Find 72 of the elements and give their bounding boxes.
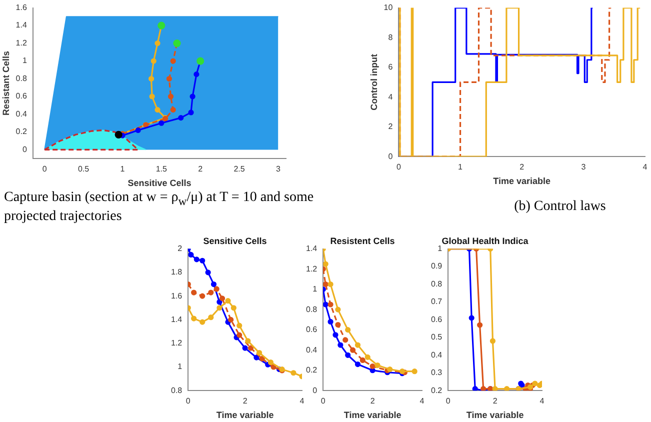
y-tick-label: 0.8 xyxy=(430,279,443,288)
x-tick-label: 4 xyxy=(300,396,305,406)
x-tick-label: 1 xyxy=(458,162,464,172)
text: Capture basin (section at w = ρ$_{w}$/μ) at T = 10 and some projected trajectories xyxy=(4,190,314,224)
y-tick-label: 2 xyxy=(178,244,183,254)
y-tick-label: 10 xyxy=(384,3,394,12)
y-tick-label: 1 xyxy=(22,56,28,66)
y-axis-title: Control input xyxy=(368,54,379,110)
y-tick-label: 1.4 xyxy=(170,314,183,324)
y-tick-label: 4 xyxy=(388,92,394,102)
y-tick-label: 1 xyxy=(438,244,443,254)
y-tick-label: 1.6 xyxy=(16,3,28,12)
y-tick-label: 1.8 xyxy=(170,268,183,277)
y-tick-label: 1.4 xyxy=(16,20,28,30)
y-tick-label: 0.8 xyxy=(306,304,318,314)
x-tick-label: 1 xyxy=(120,164,126,174)
x-tick-label: 0 xyxy=(396,162,402,172)
x-tick-label: 2 xyxy=(492,396,498,406)
x-tick-label: 0.5 xyxy=(78,164,90,174)
x-tick-label: 0 xyxy=(446,396,451,406)
y-tick-label: 1.6 xyxy=(170,291,183,300)
x-tick-label: 2 xyxy=(242,396,248,406)
y-tick-label: 0.2 xyxy=(16,127,28,136)
x-tick-label: 3 xyxy=(581,162,586,172)
y-tick-label: 0.3 xyxy=(430,368,443,378)
x-tick-label: 4 xyxy=(420,396,425,406)
x-tick-label: 2 xyxy=(198,164,204,174)
y-tick-label: 0 xyxy=(312,386,318,395)
x-tick-label: 2 xyxy=(520,162,525,172)
y-tick-label: 1.2 xyxy=(170,338,183,348)
x-tick-label: 3 xyxy=(276,164,281,174)
y-tick-label: 0.6 xyxy=(16,92,28,101)
y-tick-label: 0.9 xyxy=(430,262,443,271)
x-tick-label: 2 xyxy=(370,396,376,406)
x-tick-label: 2.5 xyxy=(234,164,246,174)
x-tick-label: 0 xyxy=(42,164,48,174)
x-axis-title: Time variable xyxy=(216,410,274,420)
y-tick-label: 1.2 xyxy=(306,264,318,274)
chart-title: Sensitive Cells xyxy=(203,236,267,246)
y-tick-label: 1 xyxy=(312,284,318,294)
y-tick-label: 0.8 xyxy=(170,386,183,395)
x-tick-label: 1.5 xyxy=(156,164,168,174)
y-tick-label: 0.4 xyxy=(16,109,28,118)
text: (b) Control laws xyxy=(513,199,607,214)
chart-title: Global Health Indica xyxy=(442,236,530,246)
y-axis-title: Resistant Cells xyxy=(0,50,11,116)
y-tick-label: 8 xyxy=(388,32,394,42)
y-tick-label: 0 xyxy=(22,144,28,154)
x-axis-title: Sensitive Cells xyxy=(128,178,192,188)
x-axis-title: Time variable xyxy=(493,176,551,186)
x-axis-title: Time variable xyxy=(344,410,402,420)
y-tick-label: 0.5 xyxy=(430,332,443,342)
x-tick-label: 4 xyxy=(540,396,545,406)
y-tick-label: 0.6 xyxy=(430,314,443,324)
y-tick-label: 0.8 xyxy=(16,74,28,83)
x-axis-title: Time variable xyxy=(466,410,524,420)
y-tick-label: 0.2 xyxy=(306,366,318,375)
chart-title: Resistent Cells xyxy=(330,236,395,246)
x-tick-label: 0 xyxy=(320,396,326,406)
y-tick-label: 0.4 xyxy=(430,350,443,360)
y-tick-label: 0 xyxy=(388,152,394,161)
y-tick-label: 1 xyxy=(178,362,183,372)
y-tick-label: 0.2 xyxy=(430,386,443,395)
x-tick-label: 0 xyxy=(186,396,191,406)
y-tick-label: 2 xyxy=(388,122,394,132)
y-tick-label: 0.7 xyxy=(430,297,443,306)
y-tick-label: 0.4 xyxy=(306,345,318,354)
y-tick-label: 0.6 xyxy=(306,325,318,334)
y-tick-label: 1.4 xyxy=(306,244,318,254)
y-tick-label: 1.2 xyxy=(16,38,28,48)
y-tick-label: 6 xyxy=(388,62,394,72)
x-tick-label: 4 xyxy=(642,162,648,172)
